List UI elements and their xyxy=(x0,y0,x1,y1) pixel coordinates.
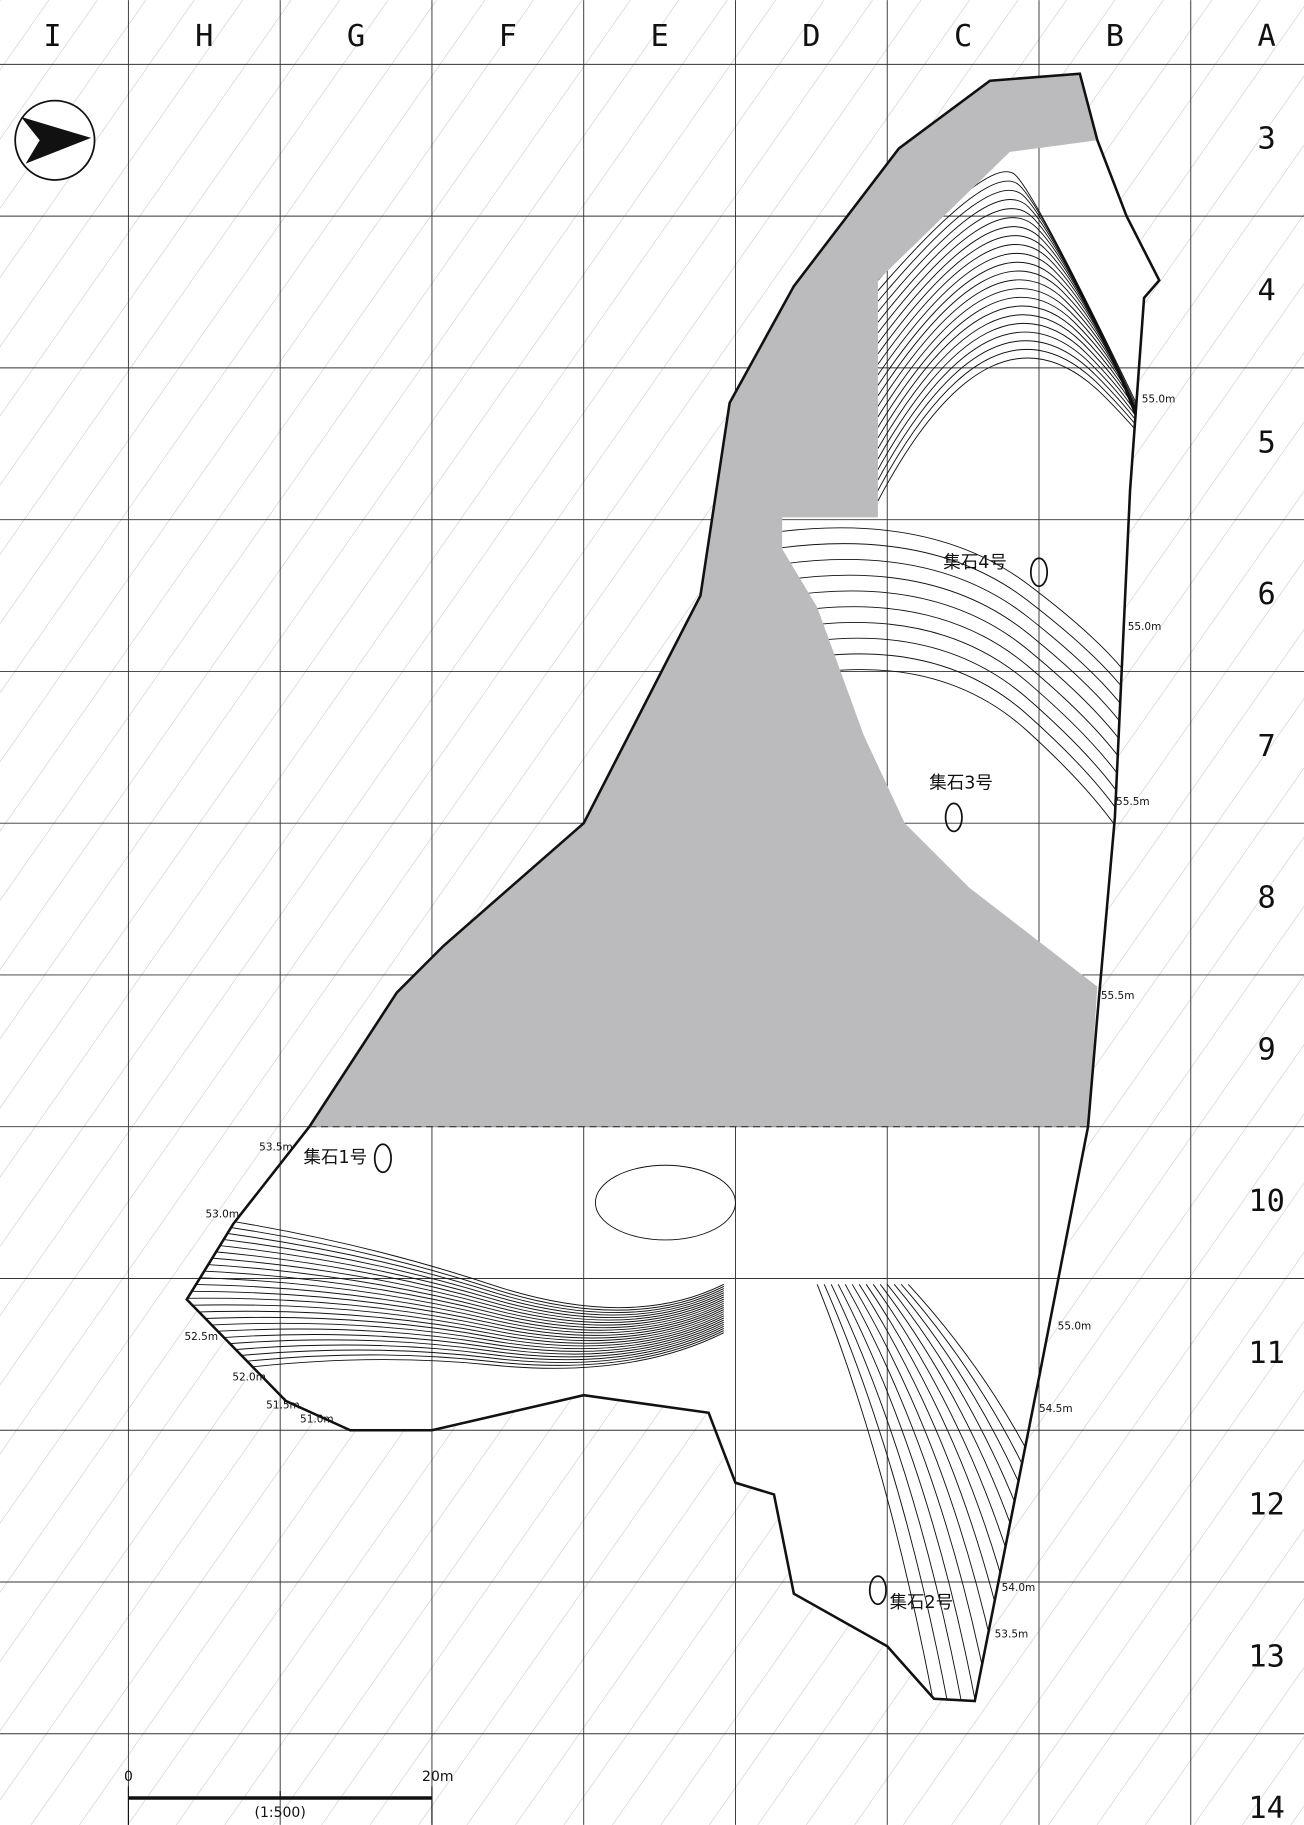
contour-line xyxy=(186,1315,725,1347)
contour-label: 51.5m xyxy=(266,1400,300,1412)
row-label: 5 xyxy=(1258,425,1276,460)
column-label: G xyxy=(347,19,365,54)
contour-label: 54.5m xyxy=(1039,1403,1073,1415)
contour-line xyxy=(186,1248,725,1321)
contour-line xyxy=(877,349,1160,529)
stone-cluster xyxy=(868,1575,887,1606)
column-label: B xyxy=(1106,19,1124,54)
contour-label: 52.5m xyxy=(184,1331,218,1343)
row-label: 13 xyxy=(1248,1639,1285,1674)
contour-line xyxy=(877,357,1160,533)
contour-label: 53.5m xyxy=(259,1142,293,1154)
contour-line xyxy=(186,1330,725,1369)
scale-end: 20m xyxy=(422,1769,453,1785)
contour-line xyxy=(186,1290,725,1336)
unexcavated-area xyxy=(309,73,1098,1127)
contour-line xyxy=(877,331,1160,520)
row-label: 6 xyxy=(1258,577,1276,612)
contour-line xyxy=(844,1284,991,1702)
row-label: 7 xyxy=(1258,729,1276,764)
contour-line xyxy=(186,1332,725,1376)
row-label: 10 xyxy=(1248,1184,1285,1219)
contour-line xyxy=(186,1269,725,1329)
contour-label: 54.0m xyxy=(1002,1582,1036,1594)
feature-label: 集石1号 xyxy=(304,1148,368,1168)
stone-cluster xyxy=(944,802,963,833)
contour-line xyxy=(186,1262,725,1326)
column-label: D xyxy=(802,19,820,54)
contour-line xyxy=(782,543,1145,721)
scale-bar xyxy=(127,1786,433,1825)
contour-label: 53.0m xyxy=(205,1208,239,1220)
north-arrow xyxy=(14,99,96,181)
row-label: 3 xyxy=(1258,122,1276,157)
contour-line xyxy=(877,261,1157,486)
contour-line xyxy=(186,1213,725,1309)
contour-line xyxy=(186,1234,725,1316)
contour-label: 55.0m xyxy=(1142,393,1176,405)
contour-line xyxy=(186,1310,725,1344)
contour-line xyxy=(186,1304,725,1342)
contour-line xyxy=(186,1255,725,1324)
contour-line xyxy=(823,1284,949,1702)
contour-line xyxy=(186,1220,725,1311)
column-label: A xyxy=(1258,19,1276,54)
contour-label: 55.0m xyxy=(1128,621,1162,633)
column-label: I xyxy=(43,19,61,54)
stone-cluster xyxy=(373,1143,392,1174)
contour-line xyxy=(186,1227,725,1314)
contour-line xyxy=(816,1284,935,1702)
row-label: 8 xyxy=(1258,881,1276,916)
contour-line xyxy=(877,340,1160,524)
feature-label: 集石4号 xyxy=(943,553,1007,573)
contour-label: 55.5m xyxy=(1116,796,1150,808)
contour-line xyxy=(186,1297,725,1339)
feature-label: 集石2号 xyxy=(890,1593,954,1613)
contour-line xyxy=(186,1323,725,1358)
row-label: 9 xyxy=(1258,1032,1276,1067)
contour-line xyxy=(186,1319,725,1352)
contour-line xyxy=(782,527,1145,701)
row-label: 12 xyxy=(1248,1488,1285,1523)
contour-label: 55.0m xyxy=(1058,1320,1092,1332)
column-label: F xyxy=(499,19,517,54)
column-label: H xyxy=(195,19,213,54)
row-label: 11 xyxy=(1248,1336,1285,1371)
feature-label: 集石3号 xyxy=(929,774,993,794)
contour-label: 51.0m xyxy=(300,1414,334,1426)
contour-line xyxy=(186,1325,725,1361)
scale-ratio: (1:500) xyxy=(255,1805,306,1821)
contour-label: 53.5m xyxy=(995,1629,1029,1641)
contour-line xyxy=(830,1284,963,1702)
column-label: E xyxy=(650,19,668,54)
contour-line xyxy=(837,1284,977,1702)
row-label: 4 xyxy=(1258,274,1276,309)
site-outline xyxy=(185,72,1161,1703)
contour-line xyxy=(186,1317,725,1350)
contour-line xyxy=(186,1283,725,1334)
contour-label: 55.5m xyxy=(1101,990,1135,1002)
contour-line xyxy=(594,1164,736,1241)
scale-start: 0 xyxy=(124,1769,133,1785)
column-label: C xyxy=(954,19,972,54)
stone-cluster xyxy=(1029,557,1049,588)
contour-line xyxy=(186,1276,725,1331)
contour-label: 52.0m xyxy=(232,1372,266,1384)
row-label: 14 xyxy=(1248,1791,1285,1825)
contour-line xyxy=(186,1241,725,1318)
contour-line xyxy=(186,1321,725,1355)
contour-line xyxy=(186,1328,725,1363)
